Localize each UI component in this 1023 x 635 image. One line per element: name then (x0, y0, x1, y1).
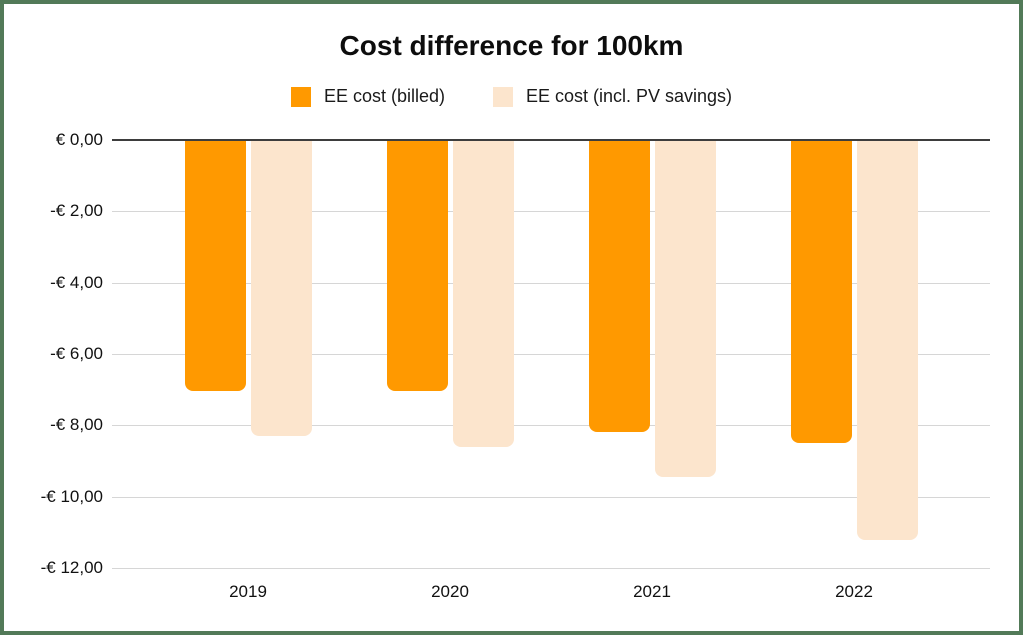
legend: EE cost (billed) EE cost (incl. PV savin… (4, 86, 1019, 107)
gridline-1000 (112, 497, 990, 498)
legend-swatch-pv-savings (492, 86, 513, 107)
legend-item-billed: EE cost (billed) (290, 86, 445, 107)
y-axis-tick-label: -€ 6,00 (50, 344, 103, 363)
y-axis-tick-label: € 0,00 (55, 130, 103, 149)
bar-billed-2020 (387, 140, 448, 391)
x-axis-category-label: 2022 (835, 582, 873, 601)
gridline-600 (112, 354, 990, 355)
bar-incl-pv-savings-2019 (251, 140, 312, 436)
legend-label-pv-savings: EE cost (incl. PV savings) (525, 86, 733, 106)
bar-billed-2019 (185, 140, 246, 391)
bar-incl-pv-savings-2021 (655, 140, 716, 477)
bar-billed-2021 (589, 140, 650, 432)
zero-axis-line (112, 139, 990, 141)
bar-billed-2022 (791, 140, 852, 443)
gridline-800 (112, 425, 990, 426)
y-axis-tick-label: -€ 8,00 (50, 415, 103, 434)
x-axis-category-label: 2021 (633, 582, 671, 601)
gridline-1200 (112, 568, 990, 569)
y-axis-tick-label: -€ 2,00 (50, 201, 103, 220)
legend-label-billed: EE cost (billed) (323, 86, 445, 106)
gridline-400 (112, 283, 990, 284)
chart-title: Cost difference for 100km (339, 30, 684, 61)
x-axis-category-label: 2019 (229, 582, 267, 601)
x-axis-category-label: 2020 (431, 582, 469, 601)
legend-swatch-billed (290, 86, 311, 107)
y-axis-tick-label: -€ 10,00 (40, 487, 103, 506)
bar-incl-pv-savings-2020 (453, 140, 514, 447)
gridline-200 (112, 211, 990, 212)
legend-item-pv-savings: EE cost (incl. PV savings) (492, 86, 733, 107)
bar-incl-pv-savings-2022 (857, 140, 918, 540)
plot-area: € 0,00 -€ 2,00 -€ 4,00 -€ 6,00 -€ 8,00 -€ 10,… (4, 4, 1019, 631)
y-axis-tick-label: -€ 12,00 (40, 558, 103, 577)
y-axis-tick-label: -€ 4,00 (50, 273, 103, 292)
